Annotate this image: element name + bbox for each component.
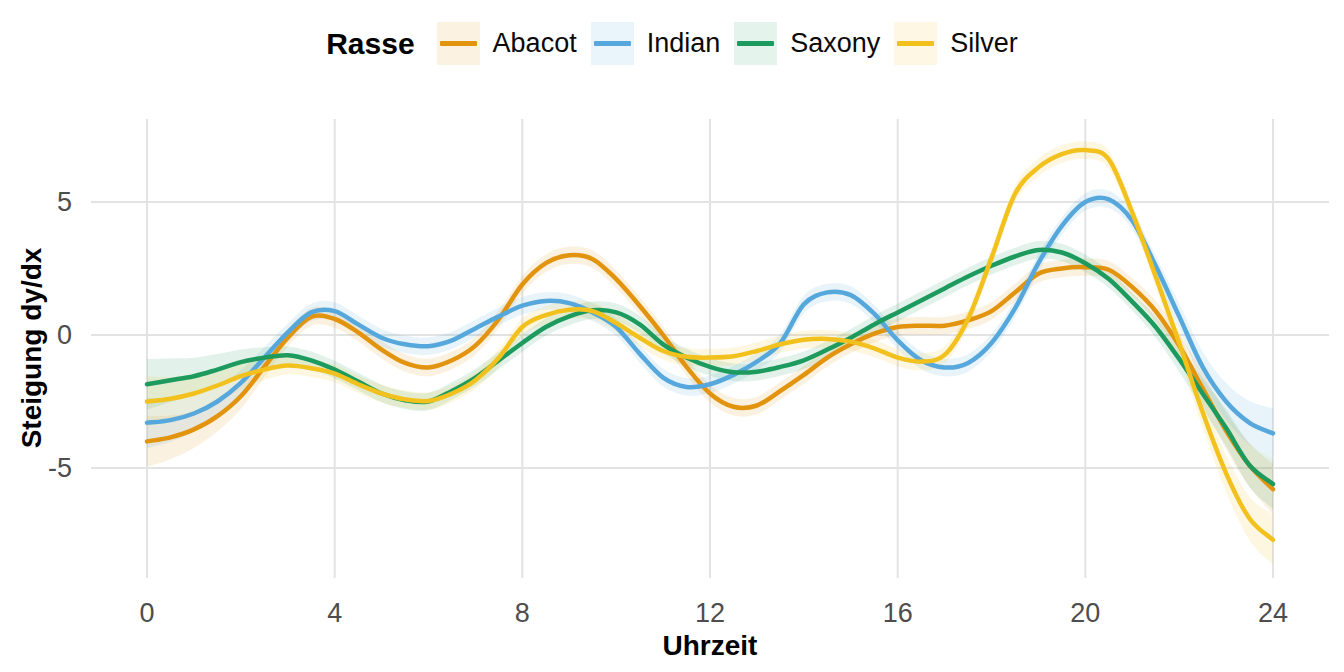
y-axis-title: Steigung dy/dx <box>16 248 48 449</box>
x-tick-label-8: 8 <box>515 598 530 628</box>
chart-plot-area: 0 4 8 12 16 20 24 -5 0 5 <box>0 0 1344 672</box>
chart-legend: Rasse Abacot Indian Saxony Silver <box>0 22 1344 65</box>
x-tick-label-4: 4 <box>327 598 342 628</box>
legend-item-abacot: Abacot <box>437 22 577 65</box>
x-tick-label-24: 24 <box>1258 598 1288 628</box>
legend-key-swatch <box>591 22 634 65</box>
x-tick-label-12: 12 <box>695 598 725 628</box>
legend-item-indian: Indian <box>591 22 721 65</box>
x-tick-label-20: 20 <box>1070 598 1100 628</box>
x-tick-label-16: 16 <box>883 598 913 628</box>
legend-key-line-icon <box>737 41 774 46</box>
legend-key-line-icon <box>594 41 631 46</box>
legend-key-swatch <box>734 22 777 65</box>
x-tick-label-0: 0 <box>139 598 154 628</box>
legend-item-label: Saxony <box>790 28 880 59</box>
legend-item-label: Abacot <box>493 28 577 59</box>
legend-item-saxony: Saxony <box>734 22 880 65</box>
legend-item-label: Silver <box>950 28 1018 59</box>
y-tick-label-0: 0 <box>57 320 72 350</box>
chart-figure: 0 4 8 12 16 20 24 -5 0 5 Rasse Abacot Indian Saxo… <box>0 0 1344 672</box>
x-axis-title: Uhrzeit <box>663 630 758 662</box>
y-tick-label--5: -5 <box>48 453 72 483</box>
legend-key-swatch <box>894 22 937 65</box>
y-tick-label-5: 5 <box>57 187 72 217</box>
legend-title: Rasse <box>326 27 414 61</box>
legend-item-silver: Silver <box>894 22 1018 65</box>
legend-key-line-icon <box>440 41 477 46</box>
legend-key-line-icon <box>897 41 934 46</box>
legend-item-label: Indian <box>647 28 721 59</box>
legend-key-swatch <box>437 22 480 65</box>
